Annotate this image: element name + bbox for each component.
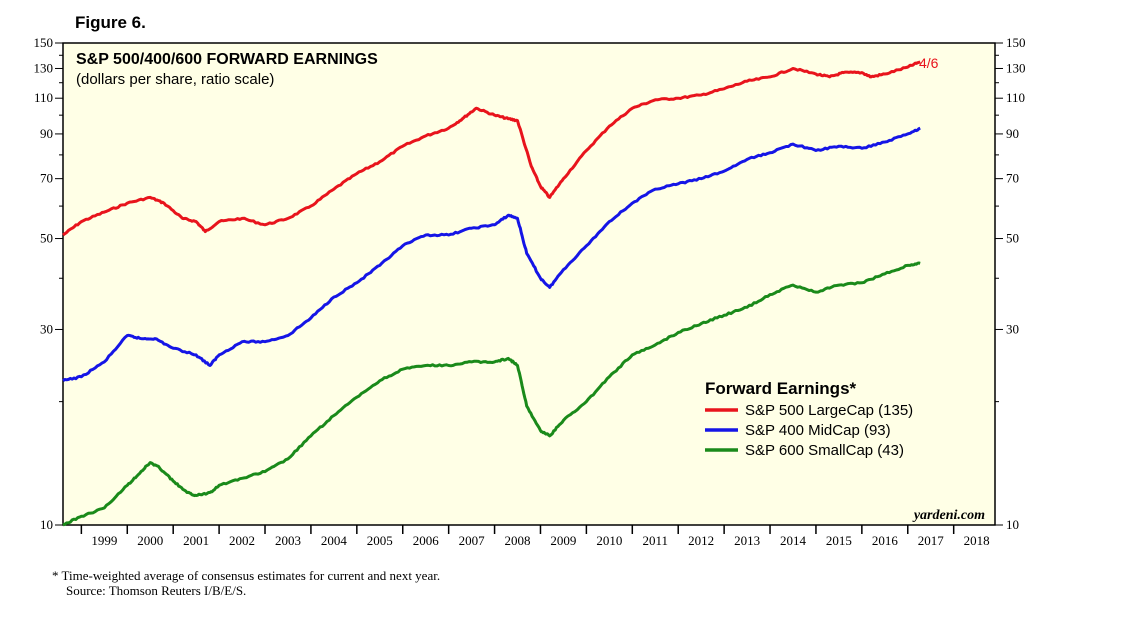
legend-label-sp500: S&P 500 LargeCap (135): [745, 402, 913, 419]
x-tick-label: 2001: [183, 533, 209, 548]
y-axis-left: 10 30 50 70 90 110 130 150: [34, 35, 63, 532]
legend-label-sp400: S&P 400 MidCap (93): [745, 422, 891, 439]
y-tick-label-left: 70: [40, 171, 53, 186]
x-tick-label: 2002: [229, 533, 255, 548]
x-tick-label: 2014: [780, 533, 807, 548]
y-tick-label-right: 30: [1006, 321, 1019, 336]
x-tick-label: 2011: [642, 533, 668, 548]
x-tick-label: 2007: [459, 533, 486, 548]
y-tick-label-left: 130: [34, 60, 54, 75]
y-tick-label-left: 110: [34, 90, 53, 105]
y-tick-label-right: 110: [1006, 90, 1025, 105]
chart-subtitle: (dollars per share, ratio scale): [76, 71, 274, 88]
x-axis: 1999 2000 2001 2002 2003 2004 2005 2006 2007 2008…: [80, 525, 990, 548]
source-note: Source: Thomson Reuters I/B/E/S.: [66, 583, 247, 598]
x-tick-label: 2005: [367, 533, 393, 548]
x-tick-label: 2015: [826, 533, 852, 548]
x-tick-label: 2012: [688, 533, 714, 548]
y-axis-right: 10 30 50 70 90 110 130 150: [995, 35, 1026, 532]
y-tick-label-right: 70: [1006, 171, 1019, 186]
legend-label-sp600: S&P 600 SmallCap (43): [745, 442, 904, 459]
chart-title: S&P 500/400/600 FORWARD EARNINGS: [76, 51, 378, 68]
figure-label: Figure 6.: [75, 13, 146, 32]
y-tick-label-right: 50: [1006, 231, 1019, 246]
y-tick-label-left: 90: [40, 126, 53, 141]
y-tick-label-left: 10: [40, 517, 53, 532]
x-tick-label: 2000: [137, 533, 163, 548]
y-tick-label-right: 10: [1006, 517, 1019, 532]
legend-title: Forward Earnings*: [705, 379, 857, 398]
y-tick-label-right: 130: [1006, 60, 1026, 75]
y-tick-label-left: 30: [40, 321, 53, 336]
x-tick-label: 2018: [964, 533, 990, 548]
x-tick-label: 2017: [918, 533, 945, 548]
x-tick-label: 2009: [550, 533, 576, 548]
y-tick-label-left: 150: [34, 35, 54, 50]
x-tick-label: 2003: [275, 533, 301, 548]
x-tick-label: 2016: [872, 533, 899, 548]
series-lines: [62, 60, 921, 527]
latest-date-annotation: 4/6: [919, 55, 939, 71]
watermark: yardeni.com: [912, 508, 985, 523]
series-line-s-p-500-largecap: [62, 60, 921, 237]
x-tick-label: 2008: [505, 533, 531, 548]
x-tick-label: 1999: [91, 533, 117, 548]
x-tick-label: 2004: [321, 533, 348, 548]
x-tick-label: 2013: [734, 533, 760, 548]
legend: Forward Earnings* S&P 500 LargeCap (135)…: [705, 379, 913, 459]
y-tick-label-right: 150: [1006, 35, 1026, 50]
footnote: * Time-weighted average of consensus est…: [52, 568, 441, 583]
x-tick-label: 2010: [596, 533, 622, 548]
y-tick-label-left: 50: [40, 231, 53, 246]
y-tick-label-right: 90: [1006, 126, 1019, 141]
series-line-s-p-600-smallcap: [62, 261, 921, 527]
x-tick-label: 2006: [413, 533, 440, 548]
series-line-s-p-400-midcap: [62, 126, 921, 382]
